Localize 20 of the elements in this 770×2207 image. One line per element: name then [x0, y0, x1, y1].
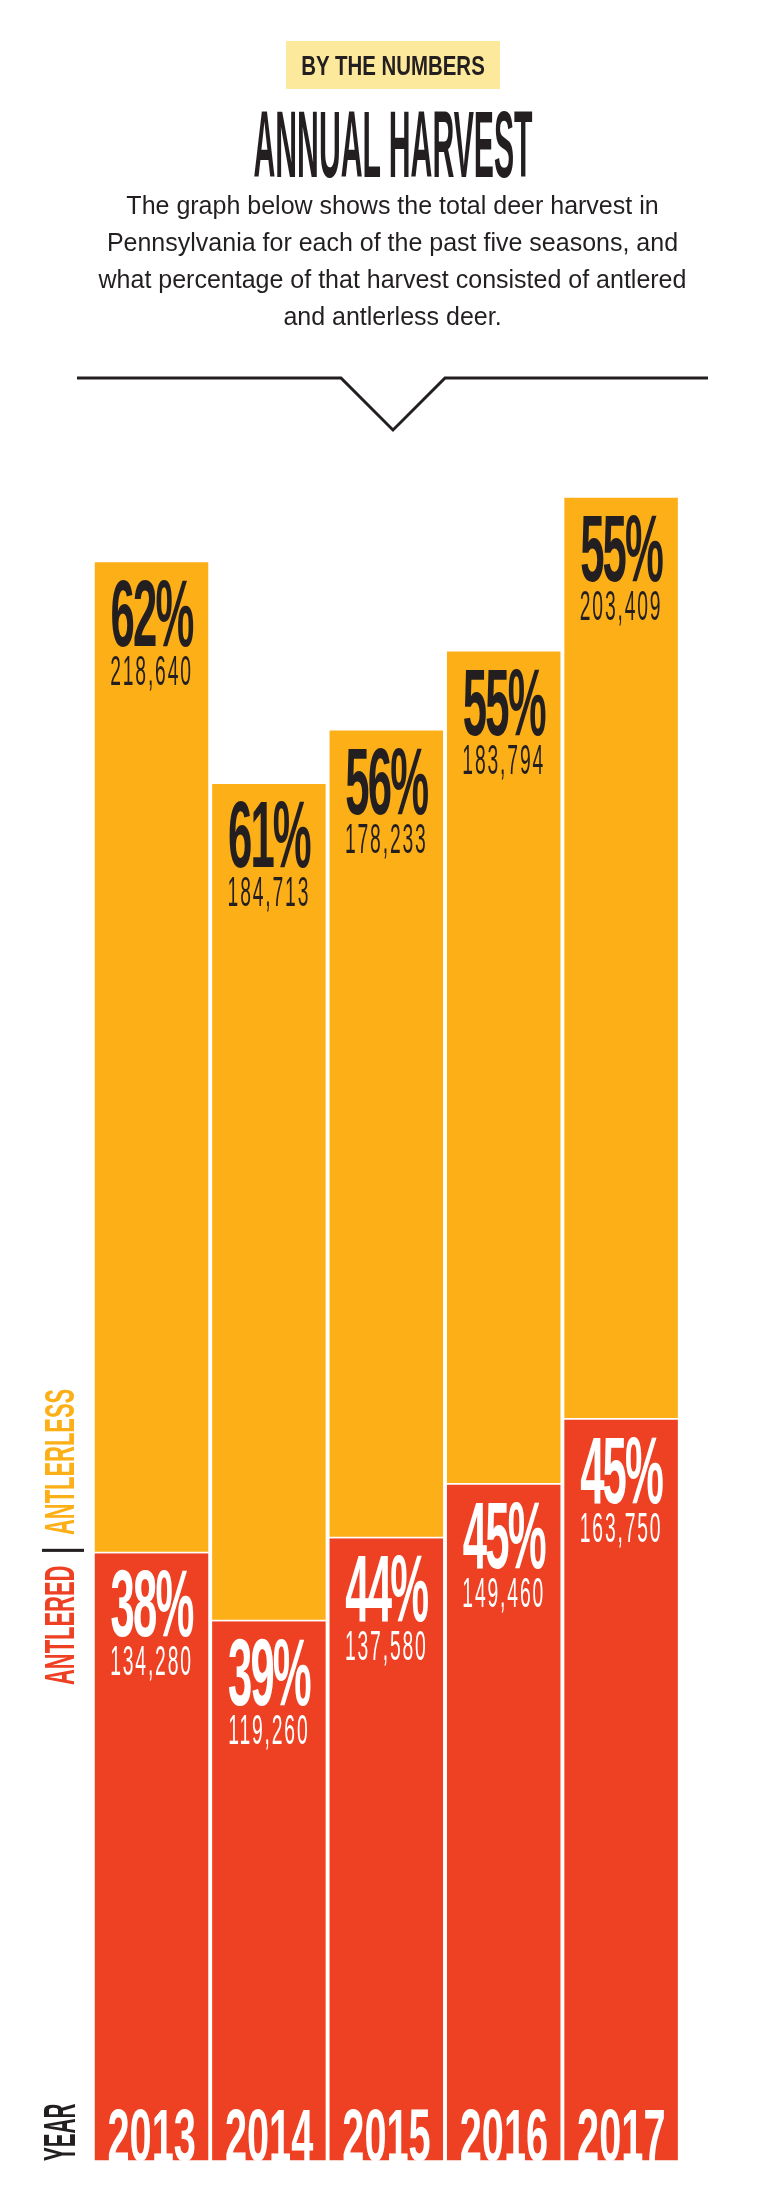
text: ANTLERLESS	[35, 1388, 83, 1535]
data-label: 38% 134,280	[110, 1550, 194, 1685]
data-label: 56% 178,233	[344, 727, 429, 862]
data-label: 61% 184,713	[227, 781, 311, 916]
data-label: 62% 218,640	[110, 559, 194, 694]
x-tick-label: 2014	[224, 2093, 314, 2178]
text: YEAR	[35, 2103, 84, 2161]
x-tick-label: 2013	[107, 2093, 196, 2178]
data-label: 39% 119,260	[227, 1618, 311, 1753]
x-tick-label: 2016	[459, 2093, 549, 2178]
data-label: 45% 163,750	[579, 1416, 663, 1551]
x-tick-label: 2017	[577, 2093, 666, 2178]
x-tick-label: 2015	[342, 2093, 431, 2178]
data-label: 45% 149,460	[462, 1481, 546, 1616]
chart-subtitle: The graph below shows the total deer harvest in Pennsylvania for each of the past five seasons, and what percentage of that harvest consisted of antlered and antlerless deer.	[97, 190, 688, 332]
data-label: 44% 137,580	[344, 1535, 429, 1670]
data-label: 55% 203,409	[579, 494, 663, 629]
data-label: 55% 183,794	[462, 648, 546, 783]
text: ANTLERED	[35, 1565, 83, 1685]
text: BY THE NUMBERS	[301, 49, 485, 81]
